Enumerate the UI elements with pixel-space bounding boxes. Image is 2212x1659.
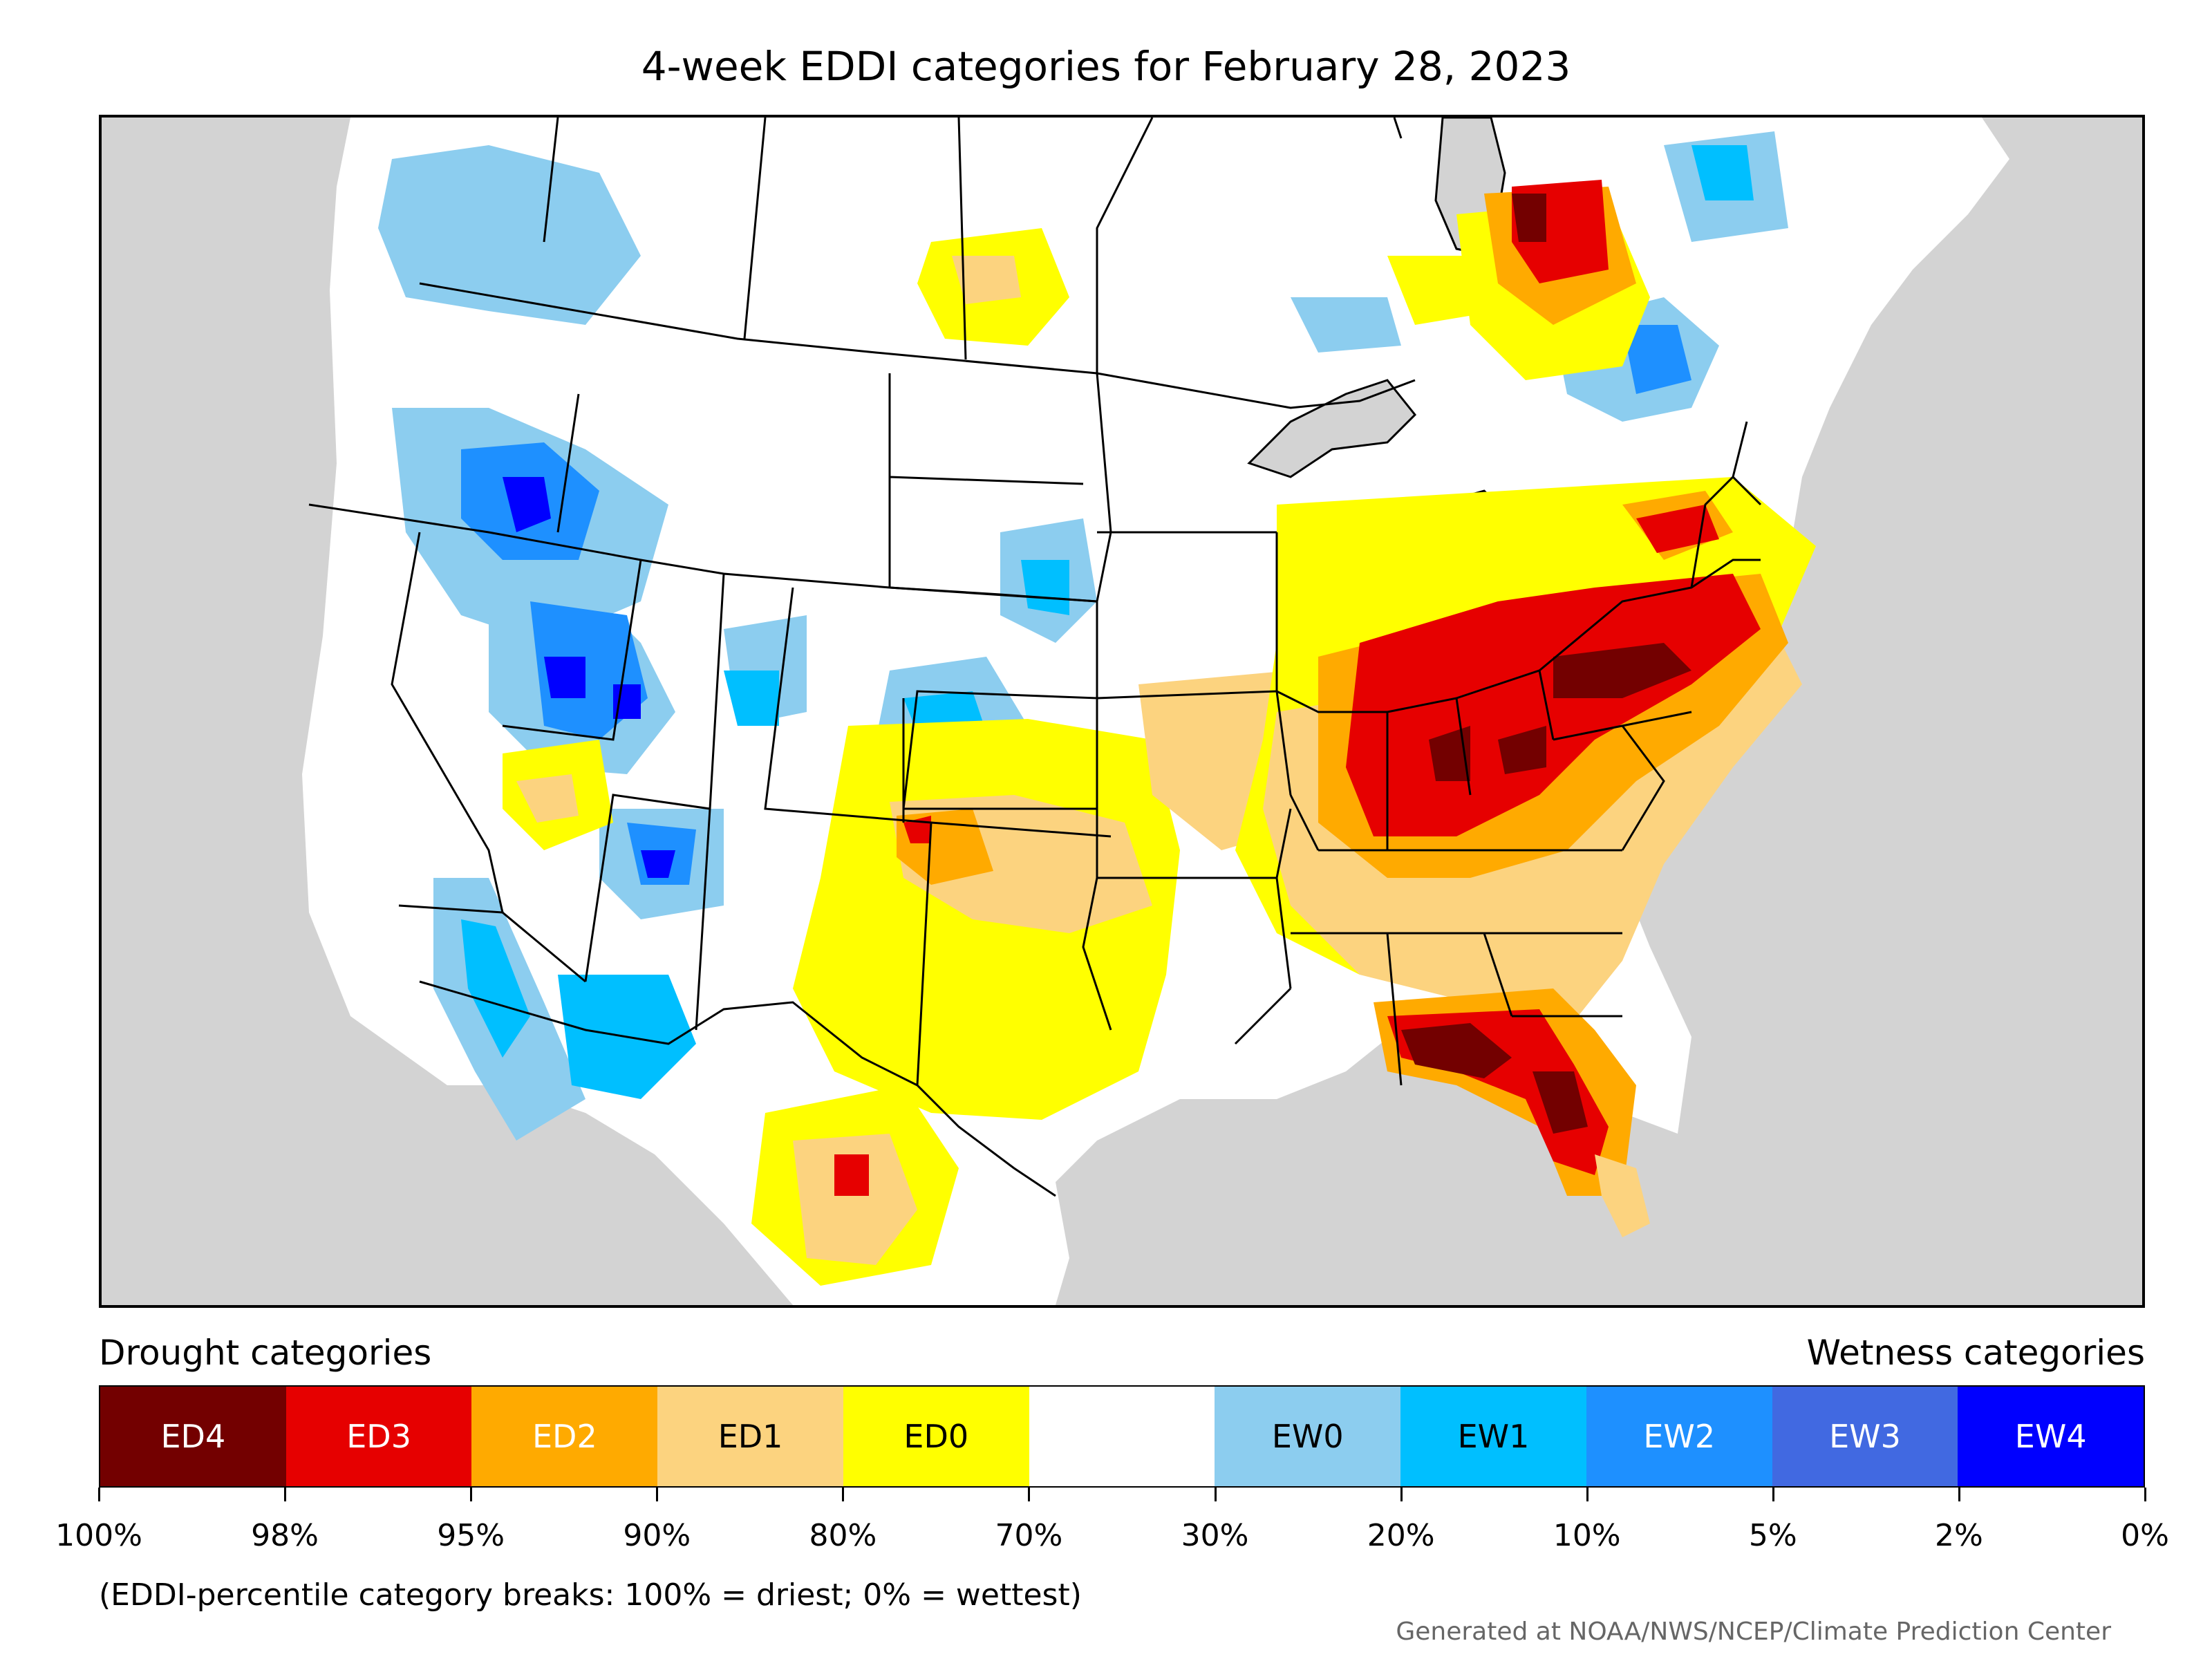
colorbar-tick <box>1400 1488 1403 1501</box>
colorbar-tick <box>2144 1488 2146 1501</box>
colorbar-cell-ew2: EW2 <box>1586 1387 1772 1486</box>
colorbar-cell-ew0: EW0 <box>1215 1387 1401 1486</box>
colorbar-tick-label: 80% <box>809 1518 877 1553</box>
colorbar-cell-ew1: EW1 <box>1400 1387 1586 1486</box>
wetness-categories-label: Wetness categories <box>1806 1333 2145 1373</box>
colorbar-tick-label: 90% <box>623 1518 691 1553</box>
colorbar-tick <box>1958 1488 1960 1501</box>
colorbar-tick-label: 20% <box>1367 1518 1435 1553</box>
canada-province-lines <box>543 118 1403 373</box>
colorbar-ticks <box>98 1488 2146 1501</box>
map-title: 4-week EDDI categories for February 28, … <box>641 43 1571 90</box>
colorbar-tick-label: 30% <box>1181 1518 1249 1553</box>
colorbar-cell-ed1: ED1 <box>657 1387 843 1486</box>
lake-superior <box>1247 379 1417 478</box>
colorbar-cell-ed0: ED0 <box>843 1387 1029 1486</box>
western-states <box>308 393 1098 1086</box>
colorbar-cell-ed3: ED3 <box>285 1387 472 1486</box>
colorbar-cell-ed2: ED2 <box>471 1387 658 1486</box>
credit-line: Generated at NOAA/NWS/NCEP/Climate Predi… <box>1396 1618 2111 1646</box>
colorbar-tick <box>1586 1488 1588 1501</box>
colorbar-tick-label: 98% <box>251 1518 319 1553</box>
colorbar-tick-label: 5% <box>1748 1518 1797 1553</box>
colorbar-tick <box>1028 1488 1031 1501</box>
colorbar-tick <box>842 1488 845 1501</box>
colorbar-tick <box>1214 1488 1217 1501</box>
drought-categories-label: Drought categories <box>99 1333 432 1373</box>
mexico-us-border <box>419 980 1056 1197</box>
colorbar-tick <box>1772 1488 1774 1501</box>
colorbar-cell-ed4: ED4 <box>100 1387 286 1486</box>
colorbar-tick-label: 70% <box>995 1518 1063 1553</box>
colorbar-tick-label: 95% <box>437 1518 505 1553</box>
colorbar-tick <box>98 1488 100 1501</box>
midwest-states <box>1096 373 1555 851</box>
northeast-states <box>1539 421 1762 851</box>
map-svg <box>302 118 2009 1305</box>
colorbar-tick-label: 2% <box>1935 1518 1983 1553</box>
category-colorbar: ED4 ED3 ED2 ED1 ED0 EW0 EW1 EW2 EW3 EW4 <box>99 1385 2145 1488</box>
colorbar-tick-label: 100% <box>55 1518 142 1553</box>
colorbar-tick <box>284 1488 287 1501</box>
colorbar-cell-ew3: EW3 <box>1772 1387 1958 1486</box>
colorbar-cell-ew4: EW4 <box>1958 1387 2144 1486</box>
borders <box>308 118 1762 1197</box>
eddi-map <box>99 115 2145 1308</box>
colorbar-tick-label: 10% <box>1553 1518 1621 1553</box>
category-breaks-note: (EDDI-percentile category breaks: 100% =… <box>99 1577 1082 1613</box>
colorbar-tick <box>656 1488 659 1501</box>
colorbar-tick <box>470 1488 473 1501</box>
colorbar-tick-label: 0% <box>2121 1518 2169 1553</box>
south-states <box>1097 808 1622 1086</box>
colorbar-cell-neutral <box>1029 1387 1215 1486</box>
